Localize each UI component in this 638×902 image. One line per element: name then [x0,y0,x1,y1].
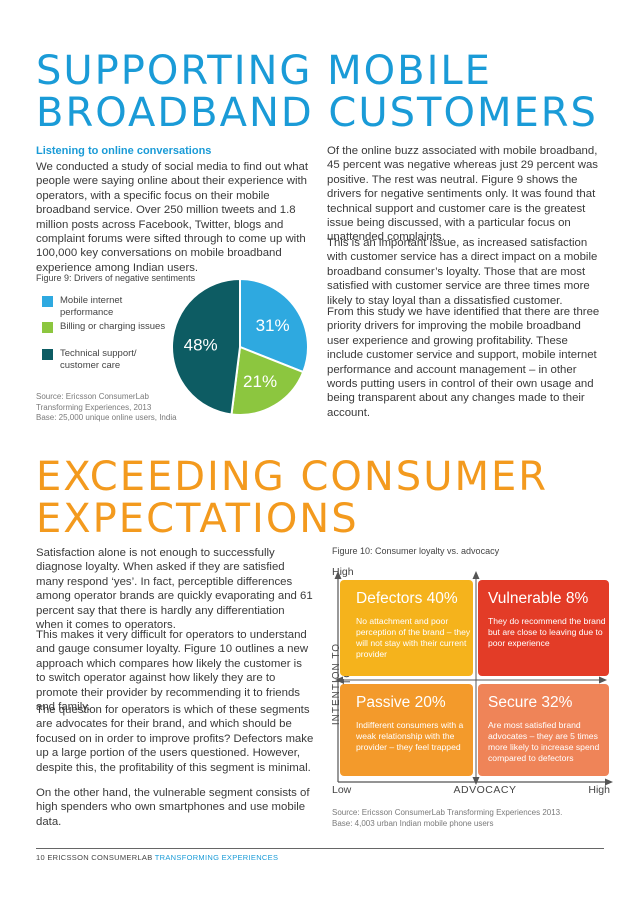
section2-paragraph-2: This makes it very difficult for operato… [36,629,309,714]
legend-swatch [42,349,53,360]
pie-slice-mobile-internet [239,277,309,374]
quadrant-title: Vulnerable 8% [488,590,589,607]
footer: 10 ERICSSON CONSUMERLAB TRANSFORMING EXP… [36,853,278,862]
quadrant-secure: Secure 32% Are most satisfied brand advo… [478,684,609,776]
figure10-source: Source: Ericsson ConsumerLab Transformin… [332,808,562,829]
figure9-source-line: Source: Ericsson ConsumerLab [36,392,149,401]
quadrant-title: Passive 20% [356,694,446,711]
figure9-source-line: Base: 25,000 unique online users, India [36,413,177,422]
quadrant-description: Are most satisfied brand advocates – the… [488,720,600,763]
figure9-pie-chart: 31% 21% 48% [171,277,309,416]
section2-paragraph-3: The question for operators is which of t… [36,704,314,774]
legend-label: Mobile internet performance [60,295,123,318]
section2-title: EXCEEDING CONSUMER EXPECTATIONS [36,456,548,540]
footer-section: TRANSFORMING EXPERIENCES [154,853,279,862]
section2-title-line1: EXCEEDING CONSUMER [36,454,549,500]
quadrant-description: They do recommend the brand but are clos… [488,616,606,648]
pie-data-label: 31% [256,316,290,335]
section1-right-paragraph-3: From this study we have identified that … [327,306,600,419]
pie-data-label: 48% [184,336,218,355]
section2-paragraph-1: Satisfaction alone is not enough to succ… [36,547,313,632]
figure10-x-low-label: Low [332,784,352,796]
legend-swatch [42,296,53,307]
section1-left-paragraph: We conducted a study of social media to … [36,161,309,274]
section1-right-paragraph-2: This is an important issue, as increased… [327,237,598,307]
section1-subheading: Listening to online conversations [36,145,212,157]
quadrant-title: Secure 32% [488,694,573,711]
quadrant-vulnerable: Vulnerable 8% They do recommend the bran… [478,580,609,676]
quadrant-title: Defectors 40% [356,590,458,607]
footer-page-number: 10 [36,853,45,862]
figure10-axes [334,571,613,786]
section1-right-paragraph-1: Of the online buzz associated with mobil… [327,145,599,244]
figure10-x-high-label: High [588,784,610,796]
quadrant-defectors: Defectors 40% No attachment and poor per… [340,580,473,676]
section1-title-line1: SUPPORTING MOBILE [36,48,492,94]
figure9-source-line: Transforming Experiences, 2013 [36,402,152,412]
section1-title-line2: BROADBAND CUSTOMERS [36,90,598,136]
pie-data-label: 21% [243,372,277,391]
section2-paragraph-4: On the other hand, the vulnerable segmen… [36,787,310,828]
figure10-source-line: Source: Ericsson ConsumerLab Transformin… [332,808,563,817]
legend-label: Technical support/ customer care [60,348,137,371]
quadrant-description: No attachment and poor perception of the… [356,616,471,659]
footer-rule [36,848,604,849]
section1-title: SUPPORTING MOBILE BROADBAND CUSTOMERS [36,50,598,134]
legend-swatch [42,322,53,333]
pie-slice-tech-support [171,277,241,416]
figure9-source: Source: Ericsson ConsumerLab Transformin… [36,392,177,424]
figure9-caption: Figure 9: Drivers of negative sentiments [36,273,196,283]
figure10-x-axis-label: ADVOCACY [453,784,517,796]
quadrant-passive: Passive 20% Indifferent consumers with a… [340,684,473,776]
figure10-source-line: Base: 4,003 urban Indian mobile phone us… [332,818,494,828]
quadrant-description: Indifferent consumers with a weak relati… [356,720,464,752]
pie-slice-billing [230,345,305,416]
legend-label: Billing or charging issues [60,321,166,332]
footer-brand: ERICSSON CONSUMERLAB [47,853,153,862]
section2-title-line2: EXPECTATIONS [36,496,359,542]
figure10-caption: Figure 10: Consumer loyalty vs. advocacy [332,546,500,556]
